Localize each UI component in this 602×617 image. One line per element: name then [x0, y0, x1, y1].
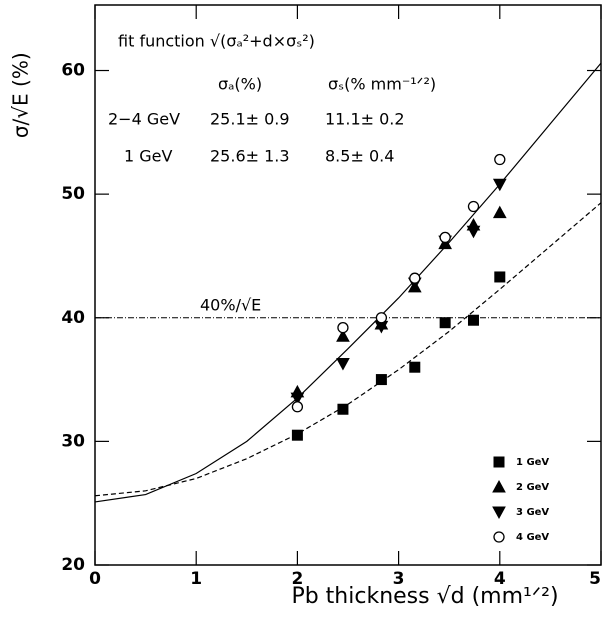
data-point: [291, 401, 304, 413]
y-tick-label: 50: [61, 184, 85, 204]
data-point: [439, 317, 451, 329]
data-point: [375, 374, 387, 386]
fit-header: σₛ(% mm⁻¹ᐟ²): [328, 75, 436, 94]
legend-label: 1 GeV: [516, 457, 549, 468]
fit-cell: 2−4 GeV: [108, 110, 180, 129]
data-point: [409, 272, 421, 284]
x-tick-label: 1: [190, 569, 202, 589]
data-point: [336, 329, 350, 342]
fit-header: σₐ(%): [218, 75, 262, 94]
fit-cell: 8.5± 0.4: [325, 147, 394, 166]
x-tick-label: 5: [589, 569, 601, 589]
y-tick-label: 30: [61, 431, 85, 451]
fit-curve: [94, 62, 602, 503]
x-axis-label: Pb thickness √d (mm¹ᐟ²): [291, 584, 558, 609]
fit-title: fit function √(σₐ²+d×σₛ²): [118, 32, 315, 51]
x-tick-label: 4: [494, 569, 506, 589]
y-tick-label: 40: [61, 308, 85, 328]
legend-marker: [493, 456, 505, 468]
data-point: [439, 231, 451, 244]
x-tick-label: 0: [89, 569, 101, 589]
data-point: [494, 153, 506, 166]
data-point: [409, 361, 421, 373]
reference-label: 40%/√E: [200, 295, 261, 314]
legend-marker: [492, 479, 506, 493]
legend-label: 2 GeV: [516, 482, 549, 493]
fit-cell: 11.1± 0.2: [325, 110, 405, 129]
data-point: [492, 205, 507, 219]
plot-frame: [94, 4, 602, 566]
data-point: [466, 225, 481, 239]
data-point: [467, 314, 479, 326]
data-point: [467, 200, 480, 213]
legend-label: 4 GeV: [516, 532, 549, 543]
data-point: [375, 312, 388, 324]
x-tick-label: 2: [291, 569, 303, 589]
fit-cell: 25.1± 0.9: [210, 110, 290, 129]
legend-marker: [493, 531, 505, 543]
data-point: [291, 429, 303, 441]
fit-cell: 25.6± 1.3: [210, 147, 290, 166]
y-axis-label: σ/√E (%): [9, 52, 33, 138]
data-point: [337, 403, 349, 415]
legend-label: 3 GeV: [516, 507, 549, 518]
data-point: [337, 321, 349, 334]
data-point: [494, 271, 506, 283]
y-tick-label: 20: [61, 555, 85, 575]
fit-cell: 1 GeV: [124, 147, 173, 166]
y-tick-label: 60: [61, 61, 85, 81]
legend-marker: [492, 506, 506, 520]
data-point: [336, 357, 350, 371]
data-point: [492, 178, 507, 192]
data-point: [290, 392, 305, 406]
x-tick-label: 3: [393, 569, 405, 589]
